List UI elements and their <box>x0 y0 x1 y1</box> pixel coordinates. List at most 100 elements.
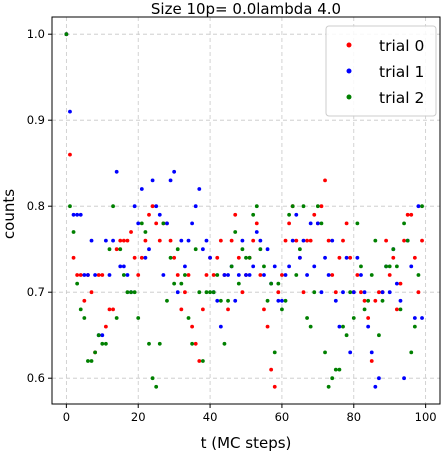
data-point <box>351 290 356 295</box>
data-point <box>71 230 76 234</box>
data-point <box>323 255 327 260</box>
data-point <box>377 290 381 295</box>
data-point <box>254 204 259 209</box>
data-point <box>86 273 90 277</box>
data-point <box>103 324 108 329</box>
data-point <box>132 255 137 260</box>
data-point <box>308 324 313 329</box>
x-tick-label: 40 <box>203 410 218 424</box>
data-point <box>402 221 406 226</box>
data-point <box>387 273 392 277</box>
data-point <box>215 255 220 260</box>
data-point <box>129 230 133 234</box>
data-point <box>244 273 248 277</box>
data-point <box>100 333 105 338</box>
data-point <box>409 264 414 269</box>
data-point <box>294 212 299 217</box>
data-point <box>179 238 184 243</box>
data-point <box>190 221 195 226</box>
data-point <box>208 255 212 260</box>
data-point <box>204 238 209 243</box>
data-point <box>312 290 317 295</box>
data-point <box>193 247 198 252</box>
data-point <box>280 307 284 312</box>
data-point <box>190 324 195 329</box>
data-point <box>287 221 292 226</box>
data-point <box>247 273 252 277</box>
data-point <box>233 298 238 303</box>
data-point <box>111 307 115 312</box>
data-point <box>337 324 342 329</box>
data-point <box>344 333 349 338</box>
data-point <box>71 255 76 260</box>
data-point <box>276 290 281 295</box>
legend-label: trial 2 <box>379 89 424 107</box>
data-point <box>150 376 155 381</box>
data-point <box>157 238 162 243</box>
data-point <box>132 204 137 209</box>
data-point <box>143 255 148 260</box>
x-axis-ticks: 0 20 40 60 80 100 <box>63 404 437 424</box>
data-point <box>394 307 399 312</box>
data-point <box>139 187 144 191</box>
y-tick-label: 1.0 <box>27 27 45 41</box>
data-point <box>143 238 148 243</box>
data-point <box>251 212 256 217</box>
x-tick-label: 60 <box>275 410 290 424</box>
data-point <box>366 316 371 320</box>
data-point <box>78 273 83 277</box>
data-point <box>132 290 137 295</box>
data-point <box>186 316 191 320</box>
data-point <box>121 273 126 277</box>
data-point <box>118 264 123 269</box>
data-point <box>100 341 105 346</box>
data-point <box>319 221 324 226</box>
data-point <box>369 350 374 355</box>
data-point <box>186 238 191 243</box>
data-point <box>240 238 245 243</box>
data-point <box>337 367 342 372</box>
data-point <box>226 307 230 312</box>
data-points <box>64 32 424 389</box>
data-point <box>251 238 256 243</box>
data-point <box>175 273 180 277</box>
legend-marker <box>346 42 352 48</box>
data-point <box>416 204 421 209</box>
y-tick-label: 0.6 <box>27 371 45 385</box>
data-point <box>68 109 72 114</box>
data-point <box>82 273 87 277</box>
data-point <box>154 384 159 389</box>
data-point <box>129 290 133 295</box>
data-point <box>82 316 87 320</box>
data-point <box>373 238 378 243</box>
data-point <box>118 238 123 243</box>
data-point <box>359 273 363 277</box>
data-point <box>183 273 187 277</box>
data-point <box>125 273 130 277</box>
data-point <box>290 204 295 209</box>
x-tick-label: 80 <box>346 410 361 424</box>
data-point <box>103 238 108 243</box>
data-point <box>373 298 378 303</box>
data-point <box>305 238 309 243</box>
y-tick-label: 0.8 <box>27 199 45 213</box>
data-point <box>190 341 195 346</box>
data-point <box>157 212 162 217</box>
y-tick-label: 0.9 <box>27 113 45 127</box>
data-point <box>136 273 141 277</box>
data-point <box>121 264 126 269</box>
data-point <box>412 316 417 320</box>
data-point <box>308 221 313 226</box>
data-point <box>165 298 169 303</box>
x-axis-title: t (MC steps) <box>201 434 292 452</box>
data-point <box>305 273 309 277</box>
data-point <box>111 238 115 243</box>
data-point <box>394 281 399 286</box>
data-point <box>359 264 363 269</box>
data-point <box>323 350 327 355</box>
data-point <box>89 238 94 243</box>
data-point <box>204 290 209 295</box>
data-point <box>262 273 266 277</box>
data-point <box>107 307 112 312</box>
data-point <box>369 359 374 363</box>
